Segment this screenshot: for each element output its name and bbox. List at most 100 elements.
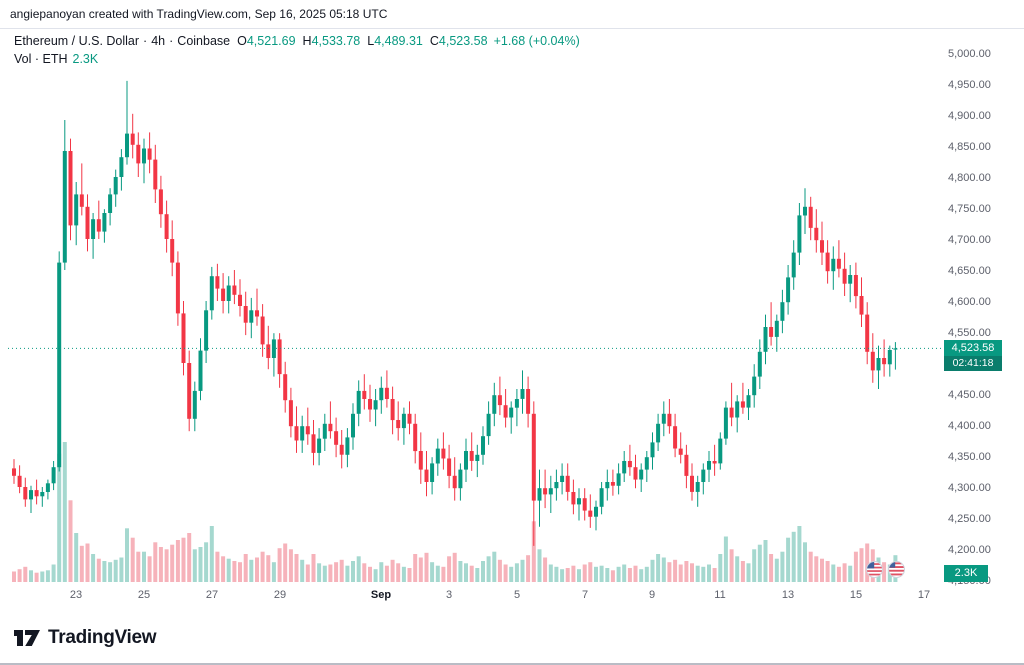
candle[interactable] [673,413,678,458]
candle[interactable] [718,432,723,470]
last-price-value[interactable]: 4,523.58 [944,340,1002,356]
volume-bar[interactable] [345,565,350,582]
candle[interactable] [469,432,474,471]
volume-bar[interactable] [441,566,446,582]
candle[interactable] [362,374,367,410]
candle[interactable] [865,302,870,365]
volume-bar[interactable] [610,570,615,582]
candle[interactable] [622,451,627,482]
candle[interactable] [729,382,734,427]
candle[interactable] [560,463,565,495]
volume-bar[interactable] [481,561,485,582]
candle[interactable] [791,240,796,290]
candle[interactable] [588,494,593,528]
volume-bar[interactable] [820,558,824,582]
volume-bar[interactable] [616,566,621,582]
candle[interactable] [797,203,802,265]
candle[interactable] [701,463,706,495]
candle[interactable] [345,428,350,468]
candle[interactable] [260,304,265,357]
candle[interactable] [147,132,152,174]
price-axis-label[interactable]: 4,200.00 [948,544,991,556]
volume-bar[interactable] [808,551,813,582]
volume-bar[interactable] [774,558,779,582]
volume-bar[interactable] [142,551,146,582]
candle[interactable] [17,465,22,494]
symbol-title[interactable]: Ethereum / U.S. Dollar [14,34,140,48]
volume-bar[interactable] [401,566,406,582]
price-axis-label[interactable]: 4,350.00 [948,451,991,463]
volume-bar[interactable] [639,569,644,582]
volume-bar[interactable] [514,563,519,582]
candle[interactable] [74,182,79,246]
volume-bar[interactable] [594,566,598,582]
volume-bar[interactable] [588,562,593,582]
volume-bar[interactable] [96,558,101,582]
candle[interactable] [283,361,288,413]
volume-bar[interactable] [656,554,661,582]
volume-bar[interactable] [622,564,627,583]
volume-axis-badge[interactable]: 2.3K [944,565,988,582]
candle[interactable] [757,339,762,389]
price-axis-label[interactable]: 4,950.00 [948,79,991,91]
volume-bar[interactable] [57,453,62,582]
candle[interactable] [413,413,418,464]
candle[interactable] [520,370,525,414]
volume-bar[interactable] [243,554,248,582]
candle[interactable] [452,457,457,501]
volume-bar[interactable] [255,557,259,583]
volume-bar[interactable] [791,531,796,582]
candle[interactable] [401,407,406,445]
candle[interactable] [379,376,384,414]
candle[interactable] [170,220,175,277]
candle[interactable] [384,370,389,408]
volume-bar[interactable] [108,562,113,582]
candle[interactable] [339,430,344,469]
volume-bar[interactable] [469,565,474,582]
price-axis-label[interactable]: 4,300.00 [948,482,991,494]
candle[interactable] [690,463,694,501]
volume-bar[interactable] [537,549,542,582]
us-flag-icon[interactable] [888,561,905,583]
candle[interactable] [85,194,90,252]
candle[interactable] [424,451,429,497]
volume-bar[interactable] [435,565,440,582]
price-axis-label[interactable]: 4,400.00 [948,420,991,432]
candle[interactable] [537,469,542,527]
candle[interactable] [876,345,881,389]
candle[interactable] [51,461,56,491]
candle[interactable] [232,270,237,305]
volume-bar[interactable] [707,564,711,583]
candle[interactable] [119,149,124,191]
volume-bar[interactable] [599,565,604,582]
time-axis-label[interactable]: 23 [70,589,82,601]
volume-bar[interactable] [271,562,276,582]
price-axis-label[interactable]: 5,000.00 [948,48,991,60]
candle[interactable] [351,403,355,450]
candle[interactable] [684,444,689,489]
volume-bar[interactable] [226,558,231,582]
volume-bar[interactable] [91,554,96,582]
candle[interactable] [175,251,180,326]
volume-bar[interactable] [690,563,694,582]
candle[interactable] [678,432,683,464]
volume-bar[interactable] [192,549,197,582]
volume-bar[interactable] [565,568,570,582]
candle[interactable] [577,488,581,521]
volume-bar[interactable] [577,569,581,582]
volume-bar[interactable] [554,566,559,582]
volume-bar[interactable] [418,557,423,583]
volume-bar[interactable] [757,544,762,582]
volume-bar[interactable] [560,569,565,582]
volume-bar[interactable] [582,564,587,583]
time-axis-label[interactable]: 27 [206,589,218,601]
volume-bar[interactable] [62,442,67,582]
candle[interactable] [808,196,813,241]
volume-bar[interactable] [351,561,355,582]
time-axis-label[interactable]: 5 [514,589,520,601]
volume-bar[interactable] [430,562,435,582]
candle[interactable] [712,444,717,476]
volume-bar[interactable] [362,563,367,582]
volume-bar[interactable] [667,562,672,582]
volume-bar[interactable] [526,555,531,582]
